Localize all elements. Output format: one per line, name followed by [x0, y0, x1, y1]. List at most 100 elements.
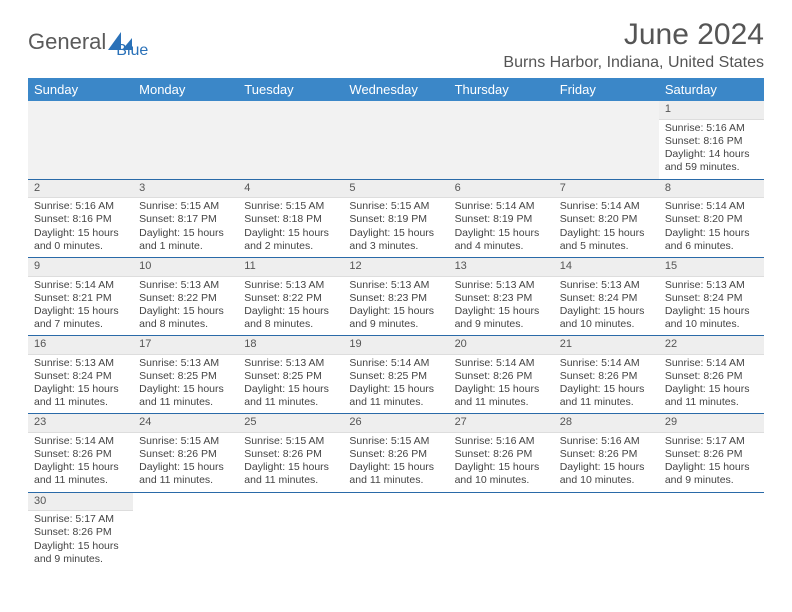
- daylight-line: Daylight: 15 hours and 11 minutes.: [665, 383, 758, 409]
- day-number: 9: [28, 258, 133, 277]
- calendar-table: Sunday Monday Tuesday Wednesday Thursday…: [28, 78, 764, 570]
- calendar-cell: [659, 492, 764, 570]
- day-number: 6: [449, 180, 554, 199]
- daylight-line: Daylight: 15 hours and 11 minutes.: [34, 461, 127, 487]
- daylight-line: Daylight: 15 hours and 4 minutes.: [455, 227, 548, 253]
- sunset-line: Sunset: 8:22 PM: [139, 292, 232, 305]
- sunset-line: Sunset: 8:22 PM: [244, 292, 337, 305]
- calendar-row: 9Sunrise: 5:14 AMSunset: 8:21 PMDaylight…: [28, 257, 764, 335]
- daylight-line: Daylight: 15 hours and 11 minutes.: [560, 383, 653, 409]
- calendar-cell: 24Sunrise: 5:15 AMSunset: 8:26 PMDayligh…: [133, 414, 238, 492]
- calendar-cell: [554, 492, 659, 570]
- day-details: Sunrise: 5:13 AMSunset: 8:25 PMDaylight:…: [133, 355, 238, 414]
- day-details: Sunrise: 5:14 AMSunset: 8:26 PMDaylight:…: [554, 355, 659, 414]
- day-number: 29: [659, 414, 764, 433]
- weekday-header: Friday: [554, 78, 659, 101]
- day-number: 15: [659, 258, 764, 277]
- sunrise-line: Sunrise: 5:14 AM: [34, 435, 127, 448]
- sunrise-line: Sunrise: 5:17 AM: [665, 435, 758, 448]
- day-number: 3: [133, 180, 238, 199]
- sunset-line: Sunset: 8:26 PM: [34, 448, 127, 461]
- calendar-cell: 25Sunrise: 5:15 AMSunset: 8:26 PMDayligh…: [238, 414, 343, 492]
- day-details: Sunrise: 5:14 AMSunset: 8:19 PMDaylight:…: [449, 198, 554, 257]
- sunset-line: Sunset: 8:26 PM: [349, 448, 442, 461]
- day-number: 19: [343, 336, 448, 355]
- sunset-line: Sunset: 8:16 PM: [34, 213, 127, 226]
- day-details: Sunrise: 5:13 AMSunset: 8:25 PMDaylight:…: [238, 355, 343, 414]
- calendar-cell: 18Sunrise: 5:13 AMSunset: 8:25 PMDayligh…: [238, 336, 343, 414]
- sunset-line: Sunset: 8:26 PM: [560, 370, 653, 383]
- day-number: 28: [554, 414, 659, 433]
- daylight-line: Daylight: 15 hours and 10 minutes.: [560, 305, 653, 331]
- day-details: Sunrise: 5:13 AMSunset: 8:24 PMDaylight:…: [28, 355, 133, 414]
- sunset-line: Sunset: 8:26 PM: [665, 448, 758, 461]
- day-number: 30: [28, 493, 133, 512]
- sunrise-line: Sunrise: 5:13 AM: [665, 279, 758, 292]
- daylight-line: Daylight: 15 hours and 10 minutes.: [455, 461, 548, 487]
- daylight-line: Daylight: 15 hours and 11 minutes.: [139, 461, 232, 487]
- sunrise-line: Sunrise: 5:13 AM: [244, 279, 337, 292]
- day-number: 8: [659, 180, 764, 199]
- sunset-line: Sunset: 8:20 PM: [665, 213, 758, 226]
- calendar-cell: 27Sunrise: 5:16 AMSunset: 8:26 PMDayligh…: [449, 414, 554, 492]
- day-details: Sunrise: 5:15 AMSunset: 8:26 PMDaylight:…: [133, 433, 238, 492]
- calendar-cell: 12Sunrise: 5:13 AMSunset: 8:23 PMDayligh…: [343, 257, 448, 335]
- sunrise-line: Sunrise: 5:17 AM: [34, 513, 127, 526]
- sunset-line: Sunset: 8:18 PM: [244, 213, 337, 226]
- sunrise-line: Sunrise: 5:15 AM: [349, 200, 442, 213]
- daylight-line: Daylight: 15 hours and 1 minute.: [139, 227, 232, 253]
- weekday-header: Saturday: [659, 78, 764, 101]
- sunrise-line: Sunrise: 5:15 AM: [139, 435, 232, 448]
- calendar-cell: 1Sunrise: 5:16 AMSunset: 8:16 PMDaylight…: [659, 101, 764, 179]
- day-details: Sunrise: 5:14 AMSunset: 8:26 PMDaylight:…: [449, 355, 554, 414]
- calendar-row: 2Sunrise: 5:16 AMSunset: 8:16 PMDaylight…: [28, 179, 764, 257]
- daylight-line: Daylight: 15 hours and 8 minutes.: [139, 305, 232, 331]
- logo: General Blue: [28, 24, 148, 60]
- daylight-line: Daylight: 15 hours and 11 minutes.: [139, 383, 232, 409]
- sunrise-line: Sunrise: 5:14 AM: [560, 200, 653, 213]
- sunset-line: Sunset: 8:26 PM: [455, 448, 548, 461]
- sunset-line: Sunset: 8:25 PM: [349, 370, 442, 383]
- calendar-row: 30Sunrise: 5:17 AMSunset: 8:26 PMDayligh…: [28, 492, 764, 570]
- calendar-cell: [449, 101, 554, 179]
- day-details: Sunrise: 5:17 AMSunset: 8:26 PMDaylight:…: [28, 511, 133, 570]
- day-number: 21: [554, 336, 659, 355]
- day-details: Sunrise: 5:16 AMSunset: 8:16 PMDaylight:…: [28, 198, 133, 257]
- page-title: June 2024: [503, 18, 764, 52]
- daylight-line: Daylight: 15 hours and 9 minutes.: [34, 540, 127, 566]
- sunrise-line: Sunrise: 5:16 AM: [455, 435, 548, 448]
- day-details: Sunrise: 5:13 AMSunset: 8:24 PMDaylight:…: [554, 277, 659, 336]
- sunset-line: Sunset: 8:24 PM: [34, 370, 127, 383]
- day-number: 5: [343, 180, 448, 199]
- day-number: 1: [659, 101, 764, 120]
- day-number: 24: [133, 414, 238, 433]
- day-details: Sunrise: 5:15 AMSunset: 8:18 PMDaylight:…: [238, 198, 343, 257]
- calendar-cell: [133, 492, 238, 570]
- calendar-cell: 11Sunrise: 5:13 AMSunset: 8:22 PMDayligh…: [238, 257, 343, 335]
- calendar-cell: [343, 101, 448, 179]
- calendar-cell: 9Sunrise: 5:14 AMSunset: 8:21 PMDaylight…: [28, 257, 133, 335]
- calendar-cell: [343, 492, 448, 570]
- sunrise-line: Sunrise: 5:14 AM: [665, 200, 758, 213]
- calendar-cell: 8Sunrise: 5:14 AMSunset: 8:20 PMDaylight…: [659, 179, 764, 257]
- weekday-header: Tuesday: [238, 78, 343, 101]
- day-number: 23: [28, 414, 133, 433]
- sunrise-line: Sunrise: 5:14 AM: [349, 357, 442, 370]
- day-number: 4: [238, 180, 343, 199]
- calendar-cell: [133, 101, 238, 179]
- calendar-cell: [238, 101, 343, 179]
- daylight-line: Daylight: 15 hours and 11 minutes.: [349, 383, 442, 409]
- sunrise-line: Sunrise: 5:13 AM: [244, 357, 337, 370]
- calendar-cell: 22Sunrise: 5:14 AMSunset: 8:26 PMDayligh…: [659, 336, 764, 414]
- day-details: Sunrise: 5:13 AMSunset: 8:23 PMDaylight:…: [449, 277, 554, 336]
- day-details: Sunrise: 5:13 AMSunset: 8:22 PMDaylight:…: [238, 277, 343, 336]
- day-number: 25: [238, 414, 343, 433]
- sunset-line: Sunset: 8:26 PM: [244, 448, 337, 461]
- day-details: Sunrise: 5:13 AMSunset: 8:24 PMDaylight:…: [659, 277, 764, 336]
- sunrise-line: Sunrise: 5:14 AM: [560, 357, 653, 370]
- sunset-line: Sunset: 8:25 PM: [139, 370, 232, 383]
- weekday-header: Sunday: [28, 78, 133, 101]
- daylight-line: Daylight: 15 hours and 10 minutes.: [665, 305, 758, 331]
- calendar-cell: 23 Sunrise: 5:14 AMSunset: 8:26 PMDayligh…: [28, 414, 133, 492]
- sunrise-line: Sunrise: 5:14 AM: [455, 200, 548, 213]
